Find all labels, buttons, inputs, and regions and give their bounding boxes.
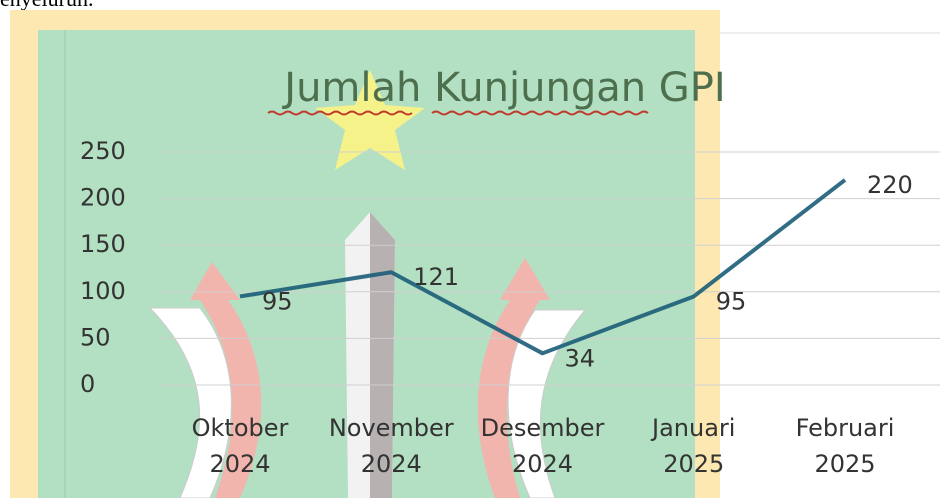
x-tick-label: Desember 2024 — [468, 410, 618, 482]
data-label: 95 — [716, 287, 747, 315]
data-label: 34 — [565, 344, 596, 372]
data-label: 220 — [867, 171, 913, 199]
x-tick-label: Januari 2025 — [619, 410, 769, 482]
y-tick-label: 150 — [80, 230, 126, 258]
x-tick-label: November 2024 — [316, 410, 466, 482]
y-tick-label: 200 — [80, 184, 126, 212]
y-tick-label: 0 — [80, 370, 95, 398]
y-tick-label: 50 — [80, 323, 111, 351]
data-label: 121 — [413, 263, 459, 291]
chart-title: Jumlah Kunjungan GPI — [281, 65, 725, 111]
y-tick-label: 250 — [80, 137, 126, 165]
x-tick-label: Oktober 2024 — [165, 410, 315, 482]
y-tick-label: 100 — [80, 277, 126, 305]
x-tick-label: Februari 2025 — [770, 410, 920, 482]
page: enyeluruh. Jumlah Kunjungan GPI 05010015… — [0, 0, 940, 498]
data-label: 95 — [262, 287, 293, 315]
